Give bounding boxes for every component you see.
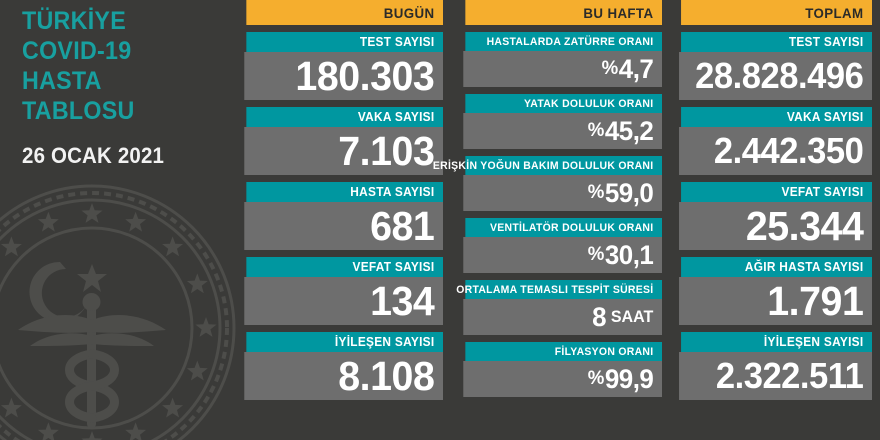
stat-label: İYİLEŞEN SAYISI bbox=[246, 332, 443, 352]
column-today: BUGÜN TEST SAYISI 180.303 VAKA SAYISI 7.103… bbox=[236, 0, 443, 400]
column-rows-total: TEST SAYISI 28.828.496 VAKA SAYISI 2.442.35… bbox=[671, 32, 872, 400]
stat-card: HASTA SAYISI 681 bbox=[236, 182, 443, 250]
stat-number: 1.791 bbox=[767, 278, 864, 324]
title-line-1: TÜRKİYE bbox=[22, 7, 127, 35]
stat-label: HASTALARDA ZATÜRRE ORANI bbox=[465, 32, 662, 51]
stat-card: YATAK DOLULUK ORANI% 45,2 bbox=[455, 94, 662, 149]
stat-label: ERİŞKİN YOĞUN BAKIM DOLULUK ORANI bbox=[433, 156, 662, 175]
stat-number: 45,2 bbox=[604, 116, 654, 146]
stat-card: AĞIR HASTA SAYISI 1.791 bbox=[671, 257, 872, 325]
stat-label: AĞIR HASTA SAYISI bbox=[681, 257, 872, 277]
stat-label: HASTA SAYISI bbox=[246, 182, 443, 202]
stat-label: ORTALAMA TEMASLI TESPİT SÜRESİ bbox=[456, 280, 662, 299]
stat-value: 180.303 bbox=[244, 52, 443, 100]
stat-card: TEST SAYISI 180.303 bbox=[236, 32, 443, 100]
turkish-ministry-of-health-emblem-icon bbox=[0, 184, 236, 440]
stat-value: 134 bbox=[244, 277, 443, 325]
stat-value: % 45,2 bbox=[463, 113, 662, 149]
percent-sign: % bbox=[601, 57, 619, 79]
stat-label: YATAK DOLULUK ORANI bbox=[465, 94, 662, 113]
percent-sign: % bbox=[587, 243, 605, 265]
stat-number: 28.828.496 bbox=[695, 55, 864, 96]
stat-card: ERİŞKİN YOĞUN BAKIM DOLULUK ORANI% 59,0 bbox=[433, 156, 662, 211]
percent-sign: % bbox=[587, 119, 605, 141]
stat-value: 8.108 bbox=[244, 352, 443, 400]
stat-label: TEST SAYISI bbox=[246, 32, 443, 52]
stat-label: VAKA SAYISI bbox=[246, 107, 443, 127]
stat-number: 681 bbox=[370, 203, 435, 249]
stat-value: 7.103 bbox=[244, 127, 443, 175]
stat-label: VEFAT SAYISI bbox=[681, 182, 872, 202]
stat-card: VEFAT SAYISI 134 bbox=[236, 257, 443, 325]
stat-number: 7.103 bbox=[338, 128, 435, 174]
stat-label: TEST SAYISI bbox=[681, 32, 872, 52]
report-date: 26 OCAK 2021 bbox=[22, 143, 165, 168]
column-header-today: BUGÜN bbox=[246, 0, 443, 25]
stat-value: % 59,0 bbox=[463, 175, 662, 211]
stat-card: FİLYASYON ORANI% 99,9 bbox=[455, 342, 662, 397]
stat-card: VAKA SAYISI 2.442.350 bbox=[671, 107, 872, 175]
stat-label: VAKA SAYISI bbox=[681, 107, 872, 127]
stat-value: 28.828.496 bbox=[679, 52, 872, 100]
stat-label: İYİLEŞEN SAYISI bbox=[681, 332, 872, 352]
column-week: BU HAFTA HASTALARDA ZATÜRRE ORANI% 4,7 YAT… bbox=[433, 0, 662, 397]
stat-card: VAKA SAYISI 7.103 bbox=[236, 107, 443, 175]
stat-number: 2.322.511 bbox=[715, 355, 864, 396]
stat-value: 25.344 bbox=[679, 202, 872, 250]
stat-value: 2.442.350 bbox=[679, 127, 872, 175]
percent-sign: % bbox=[587, 181, 605, 203]
stat-card: VENTİLATÖR DOLULUK ORANI% 30,1 bbox=[455, 218, 662, 273]
title-line-2: COVID-19 bbox=[22, 37, 132, 65]
stat-number: 8 bbox=[592, 302, 607, 332]
stat-value: 681 bbox=[244, 202, 443, 250]
stat-number: 134 bbox=[370, 278, 435, 324]
column-header-week: BU HAFTA bbox=[465, 0, 662, 25]
title-line-3: HASTA bbox=[22, 67, 102, 95]
stat-unit: SAAT bbox=[610, 307, 654, 326]
stat-value: 8 SAAT bbox=[463, 299, 662, 335]
stat-number: 8.108 bbox=[338, 353, 435, 399]
page-title-block: TÜRKİYE COVID-19 HASTA TABLOSU 26 OCAK 2… bbox=[22, 6, 222, 169]
stat-card: HASTALARDA ZATÜRRE ORANI% 4,7 bbox=[455, 32, 662, 87]
column-rows-week: HASTALARDA ZATÜRRE ORANI% 4,7 YATAK DOLULU… bbox=[433, 32, 662, 397]
column-total: TOPLAM TEST SAYISI 28.828.496 VAKA SAYISI 2… bbox=[671, 0, 872, 400]
stat-number: 25.344 bbox=[745, 203, 864, 249]
column-header-total: TOPLAM bbox=[681, 0, 872, 25]
stat-number: 180.303 bbox=[295, 53, 435, 99]
stat-number: 59,0 bbox=[604, 178, 654, 208]
stat-value: % 30,1 bbox=[463, 237, 662, 273]
stat-number: 4,7 bbox=[618, 54, 654, 84]
stat-card: İYİLEŞEN SAYISI 2.322.511 bbox=[671, 332, 872, 400]
stat-value: 1.791 bbox=[679, 277, 872, 325]
stat-number: 99,9 bbox=[604, 364, 654, 394]
column-rows-today: TEST SAYISI 180.303 VAKA SAYISI 7.103 HASTA … bbox=[236, 32, 443, 400]
stat-card: TEST SAYISI 28.828.496 bbox=[671, 32, 872, 100]
stat-label: FİLYASYON ORANI bbox=[465, 342, 662, 361]
stat-card: ORTALAMA TEMASLI TESPİT SÜRESİ 8 SAAT bbox=[455, 280, 662, 335]
stat-number: 30,1 bbox=[604, 240, 654, 270]
title-line-4: TABLOSU bbox=[22, 97, 135, 125]
stat-card: İYİLEŞEN SAYISI 8.108 bbox=[236, 332, 443, 400]
stat-value: % 4,7 bbox=[463, 51, 662, 87]
stat-number: 2.442.350 bbox=[713, 130, 864, 171]
stat-value: % 99,9 bbox=[463, 361, 662, 397]
stat-value: 2.322.511 bbox=[679, 352, 872, 400]
stat-label: VENTİLATÖR DOLULUK ORANI bbox=[465, 218, 662, 237]
stat-label: VEFAT SAYISI bbox=[246, 257, 443, 277]
percent-sign: % bbox=[587, 367, 605, 389]
stat-card: VEFAT SAYISI 25.344 bbox=[671, 182, 872, 250]
